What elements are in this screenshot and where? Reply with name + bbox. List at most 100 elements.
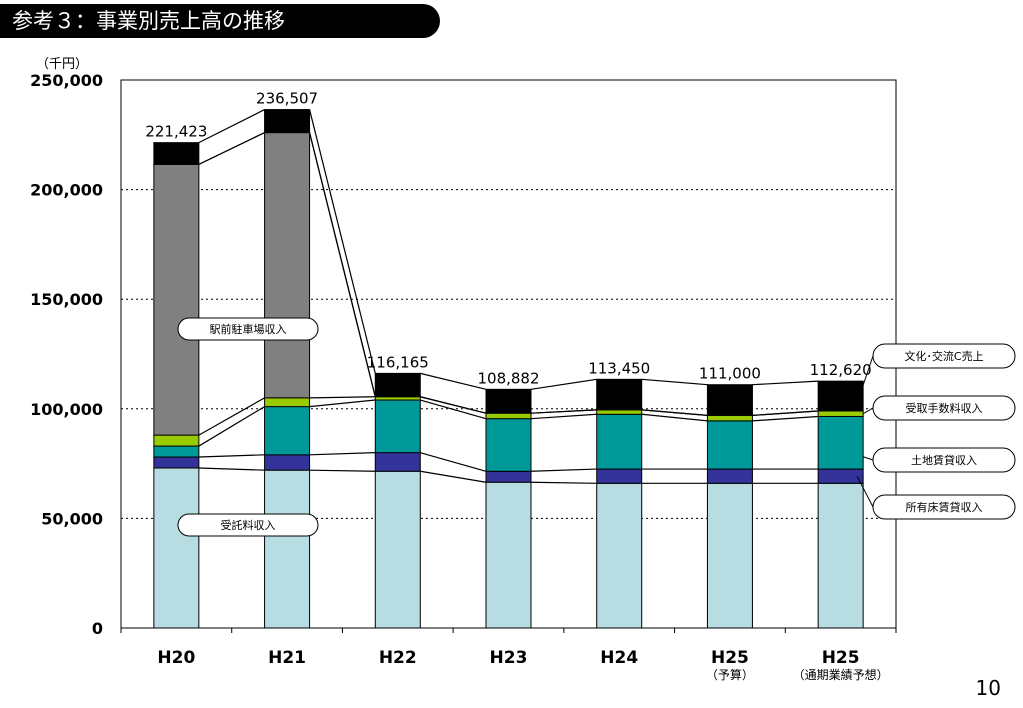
- bar-segment: [264, 109, 311, 134]
- series-connector-line: [530, 468, 597, 472]
- callout-leader: [862, 355, 874, 386]
- x-tick-sublabel: （予算）: [706, 667, 754, 682]
- bar-segment: [264, 397, 311, 408]
- y-tick-label: 100,000: [30, 400, 103, 419]
- bar-segment: [485, 481, 532, 629]
- bar-segment: [596, 413, 643, 470]
- bar-segment: [264, 132, 311, 399]
- callout-label: 土地賃貸収入: [911, 453, 977, 467]
- bar-segment: [374, 470, 421, 629]
- y-tick-label: 50,000: [41, 509, 103, 528]
- callout-label: 文化･交流C売上: [904, 349, 983, 363]
- callout-label: 受託料収入: [221, 518, 276, 532]
- series-connector-line: [309, 469, 376, 472]
- bar-segment: [485, 412, 532, 420]
- series-connector-line: [752, 380, 819, 386]
- callout-label: 受取手数料収入: [906, 401, 983, 415]
- callout-leader: [862, 456, 874, 461]
- series-connector-line: [309, 452, 376, 456]
- series-connector-line: [530, 378, 597, 390]
- bar-segment: [264, 406, 311, 456]
- callout-box: [177, 513, 319, 537]
- series-connector-line: [420, 470, 487, 483]
- y-unit-label: （千円）: [36, 57, 88, 72]
- bar-segment: [706, 482, 753, 629]
- series-connector-line: [309, 396, 376, 399]
- bar-segment: [485, 418, 532, 472]
- series-connector-line: [641, 409, 708, 416]
- bar-segment: [596, 482, 643, 629]
- x-tick-sublabel: （通期業績予想）: [793, 667, 889, 682]
- callout-leader: [862, 407, 874, 415]
- series-connector-line: [530, 481, 597, 484]
- bar-segment: [485, 470, 532, 483]
- series-connector-line: [309, 399, 376, 408]
- series-connector-line: [641, 413, 708, 422]
- series-connector-line: [420, 372, 487, 390]
- bar-segment: [817, 415, 864, 470]
- x-tick-label: H21: [268, 648, 306, 668]
- y-tick-label: 250,000: [30, 71, 103, 90]
- y-tick-label: 200,000: [30, 181, 103, 200]
- bar-segment: [817, 482, 864, 629]
- callout-box: [177, 317, 319, 341]
- total-label: 236,507: [256, 90, 318, 108]
- bar-segment: [374, 452, 421, 472]
- bar-segment: [485, 388, 532, 414]
- series-connector-line: [198, 109, 265, 144]
- callout-label: 駅前駐車場収入: [210, 322, 287, 336]
- bar-segment: [596, 378, 643, 411]
- bar-segment: [153, 142, 200, 165]
- series-connector-line: [530, 409, 597, 414]
- bar-segment: [596, 409, 643, 415]
- bar-segment: [706, 420, 753, 470]
- y-tick-label: 0: [92, 619, 103, 638]
- series-connector-line: [530, 413, 597, 420]
- bar-segment: [264, 454, 311, 471]
- bar-segment: [153, 445, 200, 458]
- series-connector-line: [420, 396, 487, 414]
- series-connector-line: [198, 132, 265, 165]
- series-connector-line: [641, 378, 708, 386]
- series-connector-line: [308, 132, 376, 397]
- bar-segment: [374, 399, 421, 454]
- series-connector-line: [198, 397, 265, 436]
- page-number: 10: [975, 676, 1001, 700]
- total-label: 111,000: [699, 365, 761, 383]
- series-connector-line: [198, 454, 265, 458]
- bar-segment: [706, 468, 753, 484]
- bar-segment: [153, 456, 200, 469]
- x-tick-label: H24: [600, 648, 638, 668]
- bar-segment: [153, 434, 200, 447]
- x-tick-label: H25: [711, 648, 749, 668]
- total-label: 112,620: [810, 361, 872, 379]
- y-tick-label: 150,000: [30, 290, 103, 309]
- series-connector-line: [308, 109, 376, 374]
- total-label: 221,423: [145, 123, 207, 141]
- x-tick-label: H20: [157, 648, 195, 668]
- series-connector-line: [420, 452, 487, 472]
- series-connector-line: [198, 467, 265, 471]
- bar-segment: [817, 468, 864, 484]
- bar-segment: [153, 467, 200, 629]
- series-connector-line: [752, 415, 819, 422]
- bar-segment: [817, 380, 864, 412]
- total-label: 108,882: [477, 369, 539, 387]
- bar-segment: [596, 468, 643, 484]
- x-tick-label: H23: [490, 648, 528, 668]
- total-label: 116,165: [367, 353, 429, 371]
- callout-leader: [856, 475, 874, 508]
- page-title: 参考３：事業別売上高の推移: [0, 4, 440, 38]
- bar-segment: [374, 372, 421, 398]
- series-connector-line: [420, 399, 487, 420]
- callout-label: 所有床賃貸収入: [906, 500, 983, 514]
- series-connector-line: [752, 410, 819, 416]
- bar-segment: [706, 414, 753, 422]
- series-connector-line: [198, 406, 265, 447]
- bar-segment: [706, 384, 753, 416]
- bar-segment: [153, 163, 200, 436]
- total-label: 113,450: [588, 359, 650, 377]
- x-tick-label: H22: [379, 648, 417, 668]
- x-tick-label: H25: [822, 648, 860, 668]
